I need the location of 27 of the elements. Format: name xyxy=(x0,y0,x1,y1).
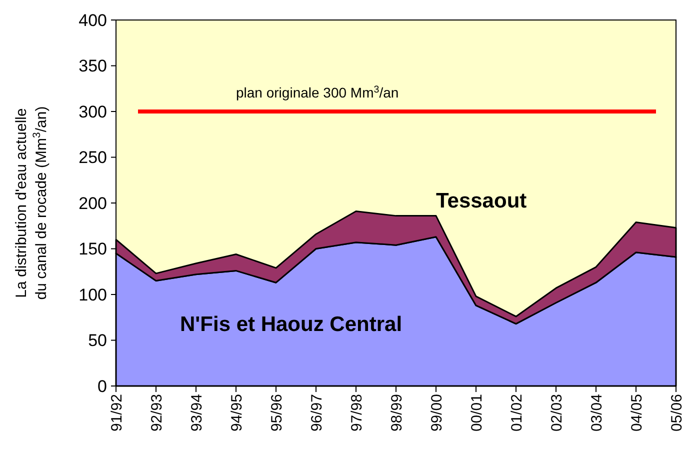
x-tick-label: 93/94 xyxy=(188,394,206,432)
x-tick-label: 00/01 xyxy=(468,394,486,432)
y-tick-label: 100 xyxy=(78,285,107,304)
y-tick-label: 0 xyxy=(98,376,107,396)
series-label: N'Fis et Haouz Central xyxy=(180,313,402,336)
ref-line-label: plan originale 300 Mm$^{3}$/an xyxy=(236,84,399,100)
x-tick-label: 96/97 xyxy=(308,394,326,432)
series-label: Tessaout xyxy=(436,190,527,213)
x-tick-label: 99/00 xyxy=(428,394,446,432)
x-tick-label: 94/95 xyxy=(228,394,246,432)
x-tick-label: 97/98 xyxy=(348,394,366,432)
x-tick-label: 04/05 xyxy=(628,394,646,432)
x-tick-label: 01/02 xyxy=(508,394,526,432)
x-tick-label: 03/04 xyxy=(588,394,606,432)
x-tick-label: 95/96 xyxy=(268,394,286,432)
y-tick-label: 400 xyxy=(78,10,107,30)
y-tick-label: 200 xyxy=(78,194,107,213)
x-tick-label: 92/93 xyxy=(148,394,166,432)
x-tick-label: 98/99 xyxy=(388,394,406,432)
y-tick-label: 250 xyxy=(78,148,107,168)
y-tick-label: 50 xyxy=(88,331,107,350)
y-tick-label: 350 xyxy=(78,56,107,76)
x-tick-label: 02/03 xyxy=(548,394,566,432)
x-tick-label: 05/06 xyxy=(668,394,686,432)
y-tick-label: 150 xyxy=(78,240,107,259)
x-tick-label: 91/92 xyxy=(108,394,126,432)
y-tick-label: 300 xyxy=(78,102,107,122)
